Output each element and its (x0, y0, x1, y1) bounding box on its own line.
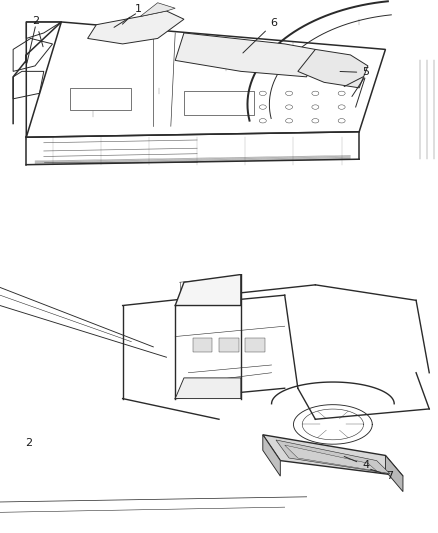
Polygon shape (140, 3, 175, 17)
Text: 2: 2 (32, 16, 43, 47)
Text: 7: 7 (371, 469, 393, 481)
Polygon shape (175, 33, 315, 77)
Polygon shape (276, 440, 390, 473)
Bar (184, 91, 254, 115)
Text: 6: 6 (243, 18, 277, 53)
Bar (193, 338, 212, 352)
Polygon shape (285, 445, 377, 471)
Text: 5: 5 (340, 68, 369, 77)
Polygon shape (263, 435, 280, 476)
Polygon shape (175, 378, 241, 399)
Text: 1: 1 (123, 4, 141, 24)
Polygon shape (88, 11, 184, 44)
Polygon shape (263, 435, 403, 476)
Bar (245, 338, 265, 352)
Bar (70, 88, 131, 110)
Polygon shape (298, 50, 368, 88)
Text: 2: 2 (25, 438, 32, 448)
Polygon shape (175, 274, 241, 305)
Bar (219, 338, 239, 352)
Text: 4: 4 (344, 456, 369, 471)
Polygon shape (385, 455, 403, 491)
